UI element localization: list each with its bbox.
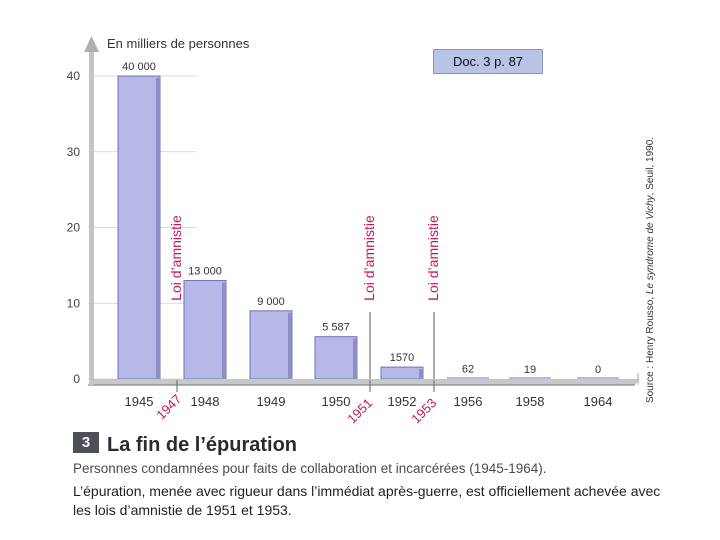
- bar: [314, 336, 358, 380]
- y-tick-label: 10: [67, 296, 81, 310]
- document-reference: Doc. 3 p. 87: [433, 49, 543, 74]
- x-tick-label: 1952: [388, 394, 417, 409]
- x-tick-label: 1958: [516, 394, 545, 409]
- bar: [577, 377, 619, 379]
- y-tick-label: 0: [73, 372, 80, 386]
- bar: [380, 366, 424, 380]
- data-label: 9 000: [257, 296, 285, 308]
- x-tick-label: 1948: [191, 394, 220, 409]
- x-tick-label: 1949: [257, 394, 286, 409]
- chart-labels: 0 10 20 30 40 En milliers de personnes 40 000 1…: [67, 36, 613, 409]
- y-axis-line: [89, 48, 94, 385]
- data-label: 19: [524, 364, 536, 376]
- data-label: 1570: [390, 352, 414, 364]
- source-prefix: Source : Henry Rousso,: [645, 294, 656, 404]
- bar-side-shade: [419, 369, 423, 379]
- amnesty-label: Loi d’amnistie: [425, 215, 441, 301]
- source-citation: Source : Henry Rousso, Le syndrome de Vi…: [645, 120, 659, 420]
- data-label: 0: [595, 364, 601, 376]
- x-tick-label: 1956: [454, 394, 483, 409]
- y-tick-label: 20: [67, 221, 81, 235]
- amnesty-year: 1947: [153, 391, 184, 422]
- chart-bars: [116, 75, 621, 384]
- chart-axes: [84, 36, 640, 386]
- y-axis-arrow: [84, 36, 99, 52]
- amnesty-label: Loi d’amnistie: [168, 215, 184, 301]
- bar-chart: 0 10 20 30 40 En milliers de personnes 40 000 1…: [67, 36, 640, 426]
- chart-floor: [88, 379, 640, 385]
- bar-side-shade: [353, 338, 357, 379]
- source-work: Le syndrome de Vichy: [645, 195, 656, 295]
- amnesty-label: Loi d’amnistie: [361, 215, 377, 301]
- bar: [509, 377, 551, 379]
- data-label: 62: [462, 364, 474, 376]
- bar-side-shade: [288, 312, 292, 379]
- bar: [447, 377, 489, 379]
- bar: [249, 310, 293, 380]
- data-label: 5 587: [322, 322, 350, 334]
- data-label: 13 000: [188, 266, 222, 278]
- bar-side-shade: [156, 78, 160, 379]
- source-suffix: , Seuil, 1990.: [645, 136, 656, 196]
- bar: [183, 280, 227, 380]
- data-label: 40 000: [122, 61, 156, 73]
- figure-subtitle: Personnes condamnées pour faits de colla…: [73, 461, 547, 476]
- figure-description: L’épuration, menée avec rigueur dans l’i…: [73, 483, 661, 518]
- y-axis-label: En milliers de personnes: [107, 36, 250, 51]
- x-tick-label: 1950: [322, 394, 351, 409]
- x-tick-label: 1964: [584, 394, 613, 409]
- bar: [117, 75, 161, 380]
- y-tick-label: 30: [67, 145, 81, 159]
- y-tick-label: 40: [67, 69, 81, 83]
- figure-number: 3: [73, 432, 99, 453]
- figure-title: La fin de l’épuration: [107, 434, 298, 456]
- x-tick-label: 1945: [125, 394, 154, 409]
- bar-side-shade: [222, 282, 226, 379]
